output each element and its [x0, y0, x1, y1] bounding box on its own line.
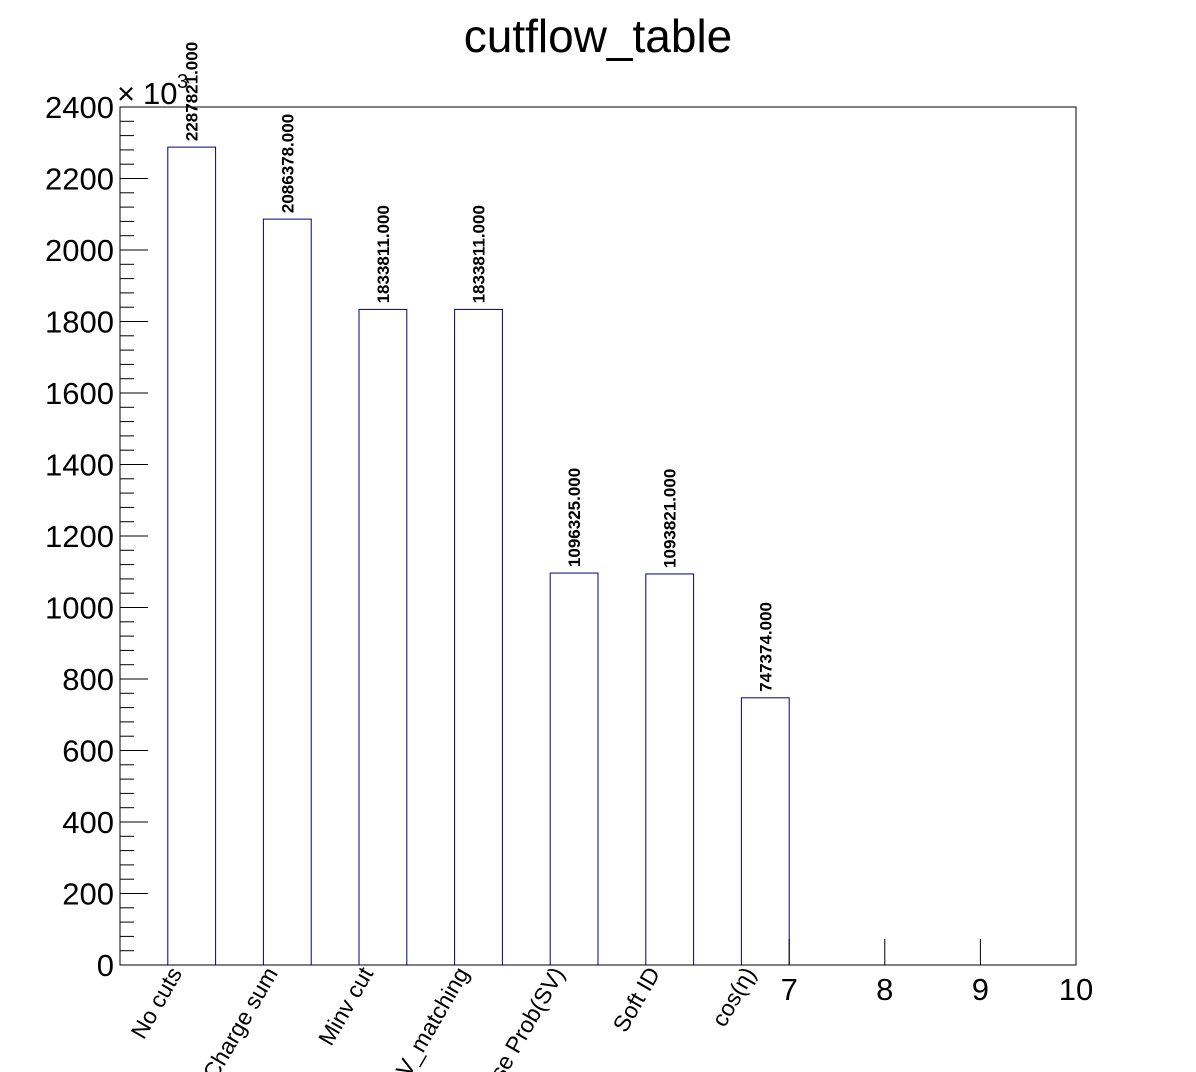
y-multiplier-base: × [117, 76, 135, 111]
data-label-2: 1833811.000 [374, 205, 393, 303]
category-label-5: Soft ID [607, 963, 665, 1037]
y-tick-label-12: 2400 [45, 90, 114, 125]
data-label-6: 747374.000 [756, 602, 775, 692]
category-label-1: Charge sum [198, 963, 283, 1072]
y-tick-label-4: 800 [62, 662, 114, 697]
category-label-2: Minv cut [313, 962, 379, 1050]
y-tick-label-3: 600 [62, 734, 114, 769]
y-tick-label-5: 1000 [45, 591, 114, 626]
data-label-1: 2086378.000 [278, 114, 297, 213]
y-tick-label-9: 1800 [45, 305, 114, 340]
category-label-3: SV_matching [383, 963, 474, 1072]
bar-6 [740, 697, 790, 966]
category-label-4: Loose Prob(SV) [465, 963, 569, 1072]
bar-2 [358, 308, 408, 966]
category-label-6: cos(η) [706, 963, 760, 1031]
y-tick-label-2: 400 [62, 805, 114, 840]
y-tick-label-10: 2000 [45, 233, 114, 268]
x-tick-label-0: 7 [781, 972, 798, 1007]
x-tick-label-2: 9 [972, 972, 989, 1007]
bar-3 [454, 308, 503, 966]
y-tick-label-6: 1200 [45, 519, 114, 554]
bar-5 [645, 573, 695, 966]
y-tick-label-0: 0 [97, 948, 114, 983]
plot-frame [119, 106, 1077, 966]
bar-0 [167, 146, 217, 966]
x-tick-label-3: 10 [1059, 972, 1093, 1007]
bars [167, 146, 790, 966]
bar-4 [549, 572, 599, 966]
data-label-5: 1093821.000 [661, 469, 680, 568]
y-tick-label-8: 1600 [45, 376, 114, 411]
y-multiplier-ten: 10 [143, 76, 177, 111]
data-label-4: 1096325.000 [565, 468, 584, 567]
x-tick-label-1: 8 [876, 972, 893, 1007]
chart-title: cutflow_table [464, 10, 733, 62]
bar-1 [262, 218, 312, 966]
y-tick-label-11: 2200 [45, 162, 114, 197]
y-tick-label-7: 1400 [45, 448, 114, 483]
data-label-0: 2287821.000 [183, 42, 202, 141]
category-label-0: No cuts [126, 963, 188, 1044]
y-tick-label-1: 200 [62, 877, 114, 912]
y-multiplier: × 10 3 [117, 71, 188, 111]
y-multiplier-exponent: 3 [177, 71, 188, 93]
data-label-3: 1833811.000 [470, 205, 489, 303]
